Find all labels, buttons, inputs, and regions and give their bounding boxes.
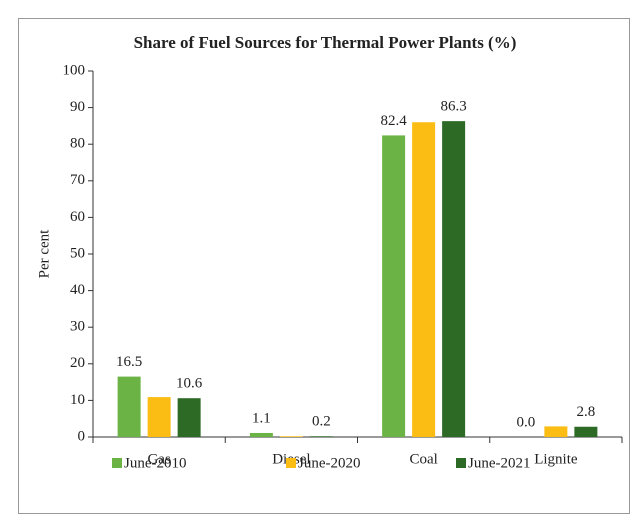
bar	[177, 398, 201, 437]
y-tick-label: 60	[70, 209, 85, 225]
bar	[382, 135, 406, 437]
bar	[412, 122, 436, 438]
bar	[309, 436, 333, 437]
y-tick-label: 10	[70, 392, 85, 408]
y-tick-label: 80	[70, 136, 85, 152]
x-tick-label: Gas	[147, 451, 170, 467]
y-tick-label: 40	[70, 282, 85, 298]
bar	[442, 121, 466, 437]
data-label: 82.4	[381, 113, 408, 129]
bar	[117, 376, 141, 437]
y-tick-label: 0	[78, 428, 86, 444]
bar	[574, 426, 598, 437]
legend-label: June-2020	[298, 455, 361, 471]
y-tick-label: 20	[70, 355, 85, 371]
y-axis-label: Per cent	[36, 229, 52, 279]
legend-label: June-2010	[124, 455, 187, 471]
x-tick-label: Coal	[409, 451, 437, 467]
data-label: 86.3	[441, 99, 467, 115]
y-tick-label: 30	[70, 319, 85, 335]
data-label: 0.2	[312, 414, 331, 430]
data-label: 0.0	[517, 414, 536, 430]
data-label: 10.6	[176, 376, 203, 392]
y-tick-label: 100	[63, 62, 86, 78]
legend-swatch	[286, 458, 296, 468]
y-tick-label: 70	[70, 172, 85, 188]
bar	[147, 397, 171, 437]
chart-title: Share of Fuel Sources for Thermal Power …	[134, 33, 517, 52]
data-label: 16.5	[116, 354, 142, 370]
x-tick-label: Lignite	[534, 451, 578, 467]
legend-label: June-2021	[468, 455, 531, 471]
legend-swatch	[112, 458, 122, 468]
bar	[279, 436, 303, 437]
y-tick-label: 90	[70, 99, 85, 115]
y-tick-label: 50	[70, 245, 85, 261]
legend-swatch	[456, 458, 466, 468]
data-label: 2.8	[577, 404, 596, 420]
bar	[544, 426, 568, 437]
frame	[18, 18, 630, 514]
data-label: 1.1	[252, 410, 271, 426]
bar	[249, 432, 273, 437]
